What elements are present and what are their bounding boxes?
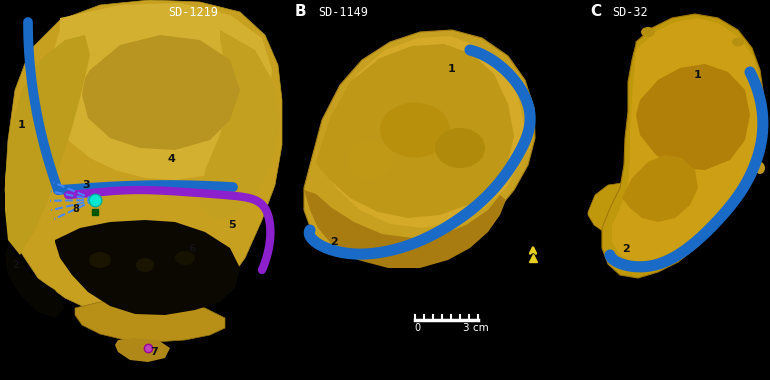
Polygon shape	[75, 298, 225, 342]
Text: SD-1219: SD-1219	[168, 6, 218, 19]
Text: 5: 5	[228, 220, 236, 230]
Text: 6: 6	[188, 244, 196, 254]
Text: C: C	[590, 4, 601, 19]
Text: 4: 4	[168, 154, 176, 164]
Ellipse shape	[755, 162, 765, 174]
Polygon shape	[5, 0, 282, 318]
Text: SD-1149: SD-1149	[318, 6, 368, 19]
Text: 8: 8	[72, 204, 79, 214]
Text: 0: 0	[414, 323, 420, 333]
Polygon shape	[588, 183, 636, 232]
Ellipse shape	[175, 251, 195, 265]
Text: 1: 1	[694, 70, 701, 80]
Polygon shape	[50, 3, 272, 180]
Polygon shape	[320, 36, 525, 228]
Polygon shape	[5, 35, 90, 255]
Polygon shape	[316, 44, 514, 218]
Text: SD-32: SD-32	[612, 6, 648, 19]
Polygon shape	[612, 18, 762, 262]
Text: 3 cm: 3 cm	[463, 323, 489, 333]
Polygon shape	[115, 338, 170, 362]
Ellipse shape	[380, 103, 450, 157]
Polygon shape	[200, 30, 280, 220]
Text: 2: 2	[622, 244, 630, 254]
Polygon shape	[602, 14, 764, 278]
Ellipse shape	[435, 128, 485, 168]
Ellipse shape	[136, 258, 154, 272]
Polygon shape	[304, 190, 506, 268]
Text: 2: 2	[330, 237, 338, 247]
Polygon shape	[304, 30, 535, 262]
Polygon shape	[5, 245, 65, 318]
Text: 3: 3	[82, 180, 89, 190]
Ellipse shape	[641, 27, 655, 37]
Text: 1: 1	[18, 120, 25, 130]
Ellipse shape	[732, 38, 744, 46]
Text: 2: 2	[12, 260, 18, 270]
Ellipse shape	[347, 141, 393, 179]
Text: B: B	[295, 4, 306, 19]
Ellipse shape	[89, 252, 111, 268]
Text: 7: 7	[150, 347, 158, 357]
Text: 1: 1	[448, 64, 456, 74]
Polygon shape	[82, 35, 240, 150]
Polygon shape	[55, 220, 240, 315]
Polygon shape	[622, 155, 698, 222]
Polygon shape	[636, 64, 750, 170]
